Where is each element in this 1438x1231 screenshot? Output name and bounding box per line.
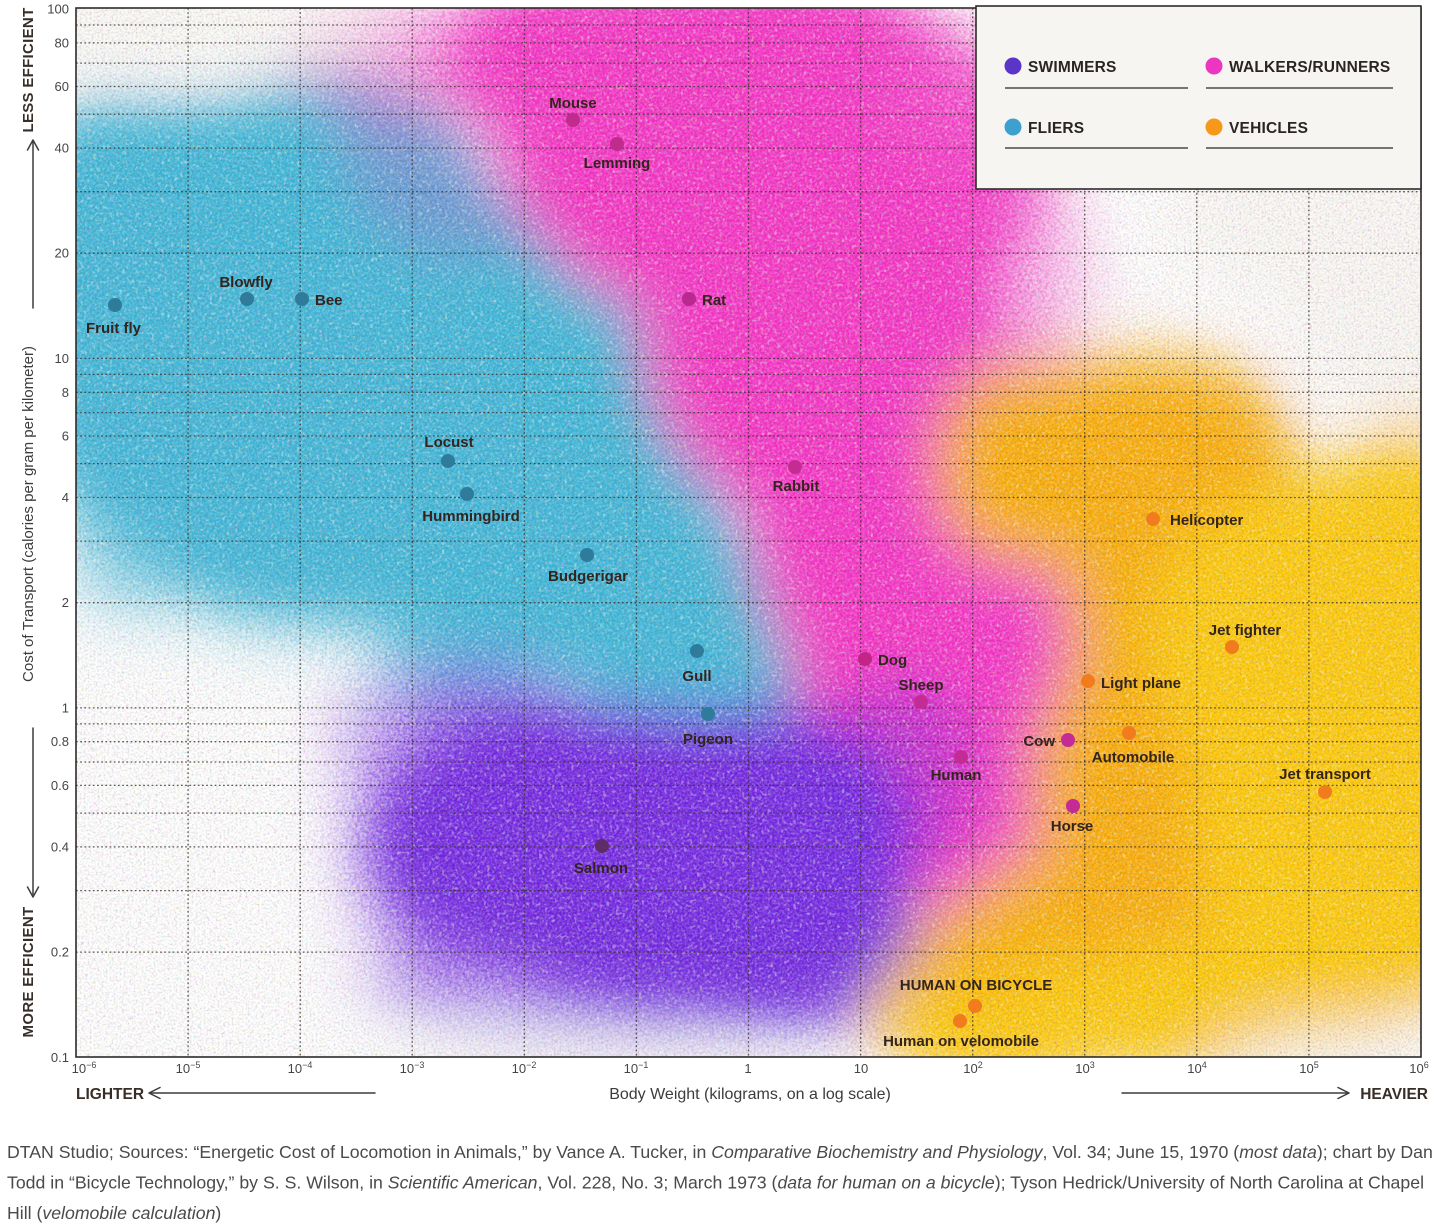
svg-text:Locust: Locust — [424, 434, 473, 451]
svg-text:20: 20 — [55, 246, 69, 261]
svg-text:DTAN Studio; Sources: “Energet: DTAN Studio; Sources: “Energetic Cost of… — [7, 1142, 1433, 1162]
svg-text:HEAVIER: HEAVIER — [1360, 1086, 1428, 1103]
svg-text:WALKERS/RUNNERS: WALKERS/RUNNERS — [1229, 59, 1390, 76]
svg-text:Todd in “Bicycle Technology,”: Todd in “Bicycle Technology,” by S. S. W… — [7, 1173, 1424, 1193]
svg-text:Automobile: Automobile — [1092, 749, 1175, 766]
svg-text:6: 6 — [62, 429, 69, 444]
svg-text:10: 10 — [854, 1061, 868, 1076]
svg-text:0.4: 0.4 — [51, 839, 69, 854]
svg-text:VEHICLES: VEHICLES — [1229, 120, 1308, 137]
svg-text:80: 80 — [55, 35, 69, 50]
svg-text:Rat: Rat — [702, 292, 726, 309]
svg-text:Gull: Gull — [682, 668, 711, 685]
svg-text:Lemming: Lemming — [584, 155, 651, 172]
svg-text:FLIERS: FLIERS — [1028, 120, 1084, 137]
svg-text:HUMAN ON BICYCLE: HUMAN ON BICYCLE — [900, 977, 1053, 994]
svg-text:Salmon: Salmon — [574, 860, 628, 877]
svg-text:Pigeon: Pigeon — [683, 731, 733, 748]
svg-text:MORE EFFICIENT: MORE EFFICIENT — [20, 907, 37, 1038]
svg-text:Rabbit: Rabbit — [773, 478, 820, 495]
svg-text:0.6: 0.6 — [51, 778, 69, 793]
svg-text:LESS EFFICIENT: LESS EFFICIENT — [20, 7, 37, 132]
svg-text:Body Weight (kilograms, on a l: Body Weight (kilograms, on a log scale) — [609, 1086, 891, 1103]
svg-text:60: 60 — [55, 79, 69, 94]
svg-text:Bee: Bee — [315, 292, 343, 309]
svg-text:Hummingbird: Hummingbird — [422, 508, 520, 525]
svg-text:0.1: 0.1 — [51, 1050, 69, 1065]
svg-text:40: 40 — [55, 141, 69, 156]
svg-text:Jet transport: Jet transport — [1279, 766, 1371, 783]
svg-text:Fruit fly: Fruit fly — [86, 320, 142, 337]
svg-text:100: 100 — [47, 2, 69, 17]
svg-text:Human on velomobile: Human on velomobile — [883, 1033, 1039, 1050]
svg-text:0.2: 0.2 — [51, 945, 69, 960]
svg-text:8: 8 — [62, 385, 69, 400]
svg-text:1: 1 — [744, 1061, 751, 1076]
svg-text:1: 1 — [62, 700, 69, 715]
svg-text:4: 4 — [62, 490, 69, 505]
svg-text:Horse: Horse — [1051, 818, 1094, 835]
svg-text:Sheep: Sheep — [898, 677, 943, 694]
svg-text:SWIMMERS: SWIMMERS — [1028, 59, 1117, 76]
svg-text:2: 2 — [62, 595, 69, 610]
svg-text:Jet fighter: Jet fighter — [1209, 622, 1282, 639]
svg-text:0.8: 0.8 — [51, 734, 69, 749]
svg-text:Mouse: Mouse — [549, 95, 597, 112]
svg-text:Blowfly: Blowfly — [219, 274, 273, 291]
svg-text:Cow: Cow — [1023, 733, 1055, 750]
svg-text:LIGHTER: LIGHTER — [76, 1086, 144, 1103]
svg-text:Budgerigar: Budgerigar — [548, 568, 628, 585]
svg-text:Human: Human — [931, 767, 982, 784]
svg-text:Dog: Dog — [878, 652, 907, 669]
svg-text:Light plane: Light plane — [1101, 675, 1181, 692]
svg-text:Hill (velomobile calculation): Hill (velomobile calculation) — [7, 1203, 221, 1223]
svg-text:Cost of Transport (calories pe: Cost of Transport (calories per gram per… — [20, 346, 37, 682]
svg-text:10: 10 — [55, 351, 69, 366]
svg-text:Helicopter: Helicopter — [1170, 512, 1244, 529]
